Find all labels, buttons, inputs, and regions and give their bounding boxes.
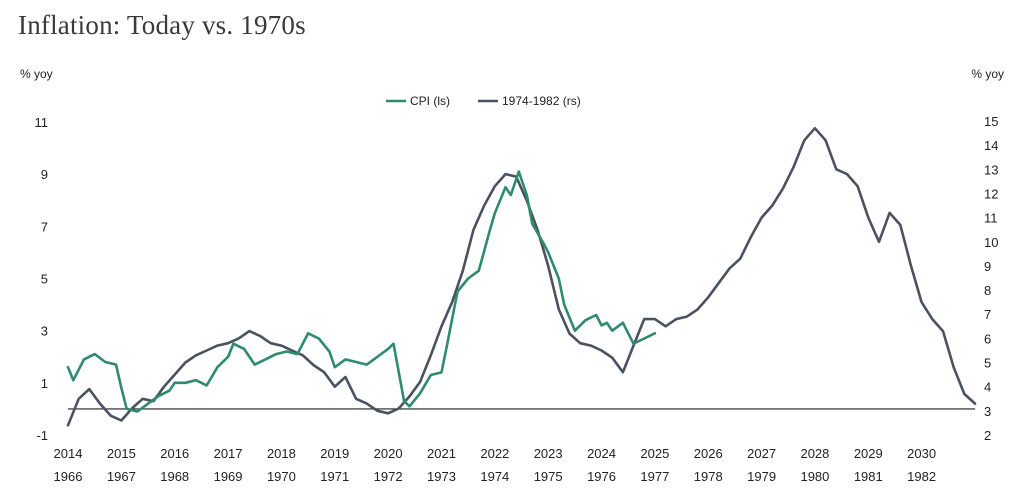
x-bottom-tick-label: 1972 <box>374 469 403 484</box>
x-top-tick-label: 2030 <box>907 446 936 461</box>
right-tick-label: 6 <box>984 331 991 346</box>
right-tick-label: 13 <box>984 162 998 177</box>
right-tick-label: 8 <box>984 283 991 298</box>
x-bottom-tick-label: 1978 <box>694 469 723 484</box>
left-tick-label: 1 <box>41 376 48 391</box>
x-bottom-tick-label: 1982 <box>907 469 936 484</box>
x-bottom-tick-label: 1970 <box>267 469 296 484</box>
right-axis-unit-label: % yoy <box>971 67 1004 81</box>
x-bottom-tick-label: 1981 <box>854 469 883 484</box>
right-tick-label: 3 <box>984 404 991 419</box>
left-tick-label: 7 <box>41 219 48 234</box>
x-bottom-tick-label: 1976 <box>587 469 616 484</box>
right-tick-label: 12 <box>984 186 998 201</box>
x-bottom-tick-label: 1971 <box>320 469 349 484</box>
x-top-tick-label: 2028 <box>800 446 829 461</box>
right-tick-label: 15 <box>984 114 998 129</box>
x-top-tick-label: 2027 <box>747 446 776 461</box>
x-top-tick-label: 2018 <box>267 446 296 461</box>
x-bottom-tick-label: 1979 <box>747 469 776 484</box>
left-axis-ticks: -1 1 3 5 7 9 11 <box>35 115 49 443</box>
legend-label-1974-1982: 1974-1982 (rs) <box>502 94 581 108</box>
right-tick-label: 10 <box>984 235 998 250</box>
chart-title: Inflation: Today vs. 1970s <box>18 10 306 40</box>
left-tick-label: 9 <box>41 167 48 182</box>
right-tick-label: 4 <box>984 380 991 395</box>
series-line-cpi <box>66 170 657 413</box>
left-tick-label: 3 <box>41 324 48 339</box>
legend-label-cpi: CPI (ls) <box>410 94 450 108</box>
right-tick-label: 14 <box>984 138 998 153</box>
right-tick-label: 9 <box>984 259 991 274</box>
x-bottom-tick-label: 1968 <box>160 469 189 484</box>
x-top-tick-label: 2019 <box>320 446 349 461</box>
x-top-tick-label: 2015 <box>107 446 136 461</box>
x-top-tick-label: 2026 <box>694 446 723 461</box>
x-top-tick-label: 2016 <box>160 446 189 461</box>
left-tick-label: 5 <box>41 272 48 287</box>
x-top-tick-label: 2017 <box>214 446 243 461</box>
left-axis-unit-label: % yoy <box>20 67 53 81</box>
x-bottom-tick-label: 1967 <box>107 469 136 484</box>
x-bottom-tick-label: 1966 <box>54 469 83 484</box>
x-bottom-tick-label: 1975 <box>534 469 563 484</box>
x-bottom-tick-label: 1969 <box>214 469 243 484</box>
right-tick-label: 5 <box>984 356 991 371</box>
x-top-tick-label: 2025 <box>640 446 669 461</box>
legend: CPI (ls) 1974-1982 (rs) <box>386 94 581 108</box>
x-axis-top-labels: 2014 2015 2016 2017 2018 2019 2020 2021 2022 2023… <box>54 446 937 461</box>
x-bottom-tick-label: 1977 <box>640 469 669 484</box>
x-axis-bottom-labels: 1966 1967 1968 1969 1970 1971 1972 1973 1974 1975… <box>54 469 937 484</box>
x-top-tick-label: 2020 <box>374 446 403 461</box>
x-top-tick-label: 2014 <box>54 446 83 461</box>
x-top-tick-label: 2024 <box>587 446 616 461</box>
right-tick-label: 7 <box>984 307 991 322</box>
x-top-tick-label: 2023 <box>534 446 563 461</box>
x-bottom-tick-label: 1973 <box>427 469 456 484</box>
series-line-1974-1982 <box>66 126 977 427</box>
x-top-tick-label: 2029 <box>854 446 883 461</box>
x-top-tick-label: 2021 <box>427 446 456 461</box>
left-tick-label: -1 <box>36 428 48 443</box>
right-axis-ticks: 2 3 4 5 6 7 8 9 10 11 12 13 14 15 <box>984 114 998 443</box>
x-bottom-tick-label: 1980 <box>800 469 829 484</box>
right-tick-label: 2 <box>984 428 991 443</box>
left-tick-label: 11 <box>35 115 49 130</box>
right-tick-label: 11 <box>984 211 998 226</box>
x-bottom-tick-label: 1974 <box>480 469 509 484</box>
series-lines <box>66 126 977 427</box>
x-top-tick-label: 2022 <box>480 446 509 461</box>
